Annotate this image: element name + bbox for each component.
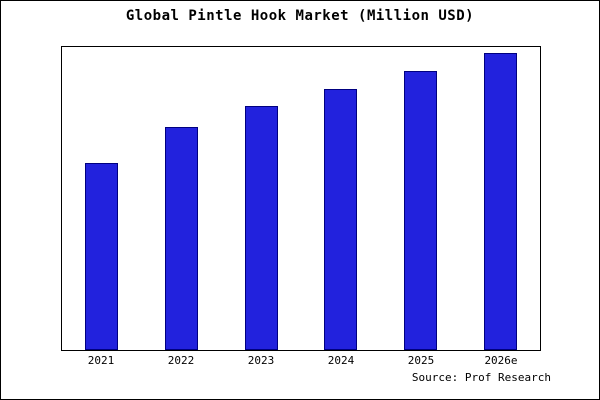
x-axis-tick-labels: 2021 2022 2023 2024 2025 2026e [61,354,541,367]
chart-title: Global Pintle Hook Market (Million USD) [125,8,475,24]
x-tick-2022: 2022 [167,354,195,367]
bar-slot-2021 [62,47,142,350]
x-tick-2024: 2024 [327,354,355,367]
bar-slot-2025 [381,47,461,350]
bar-2026e [483,52,517,350]
x-tick-2025: 2025 [407,354,435,367]
plot-area [61,46,541,351]
bar-slot-2022 [142,47,222,350]
bar-2025 [404,70,438,350]
bar-slot-2026e [460,47,540,350]
x-tick-2026e: 2026e [484,354,518,367]
source-label: Source: Prof Research [411,371,551,384]
bar-2023 [244,106,278,350]
bar-2022 [165,127,198,350]
bar-slot-2023 [221,47,301,350]
bar-slot-2024 [301,47,381,350]
x-tick-2021: 2021 [87,354,115,367]
bar-2024 [324,88,358,350]
x-tick-2023: 2023 [247,354,275,367]
bar-2021 [85,162,119,350]
